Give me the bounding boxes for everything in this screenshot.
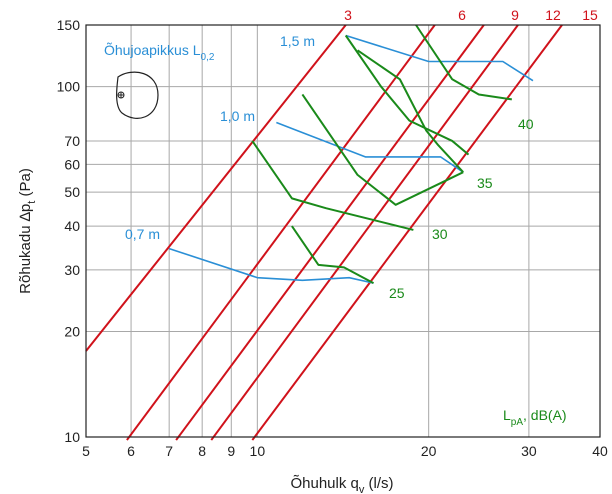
green-line-upper-1: [415, 24, 512, 101]
green-label-30: 30: [432, 226, 448, 242]
x-tick-label: 30: [521, 443, 537, 459]
green-line-25: [291, 225, 374, 284]
series-layer: [85, 24, 563, 441]
blue-label-0-7m: 0,7 m: [125, 226, 160, 242]
green-line-upper-0: [344, 34, 470, 156]
y-tick-label: 30: [64, 262, 80, 278]
red-line-15: [251, 24, 563, 441]
red-line-12: [210, 24, 519, 441]
y-tick-label: 10: [64, 429, 80, 445]
x-axis-title: Õhuhulk qv (l/s): [290, 475, 393, 494]
y-tick-label: 150: [57, 17, 81, 33]
legend-title: Õhujoapikkus L0,2: [104, 42, 215, 63]
blue-line-2: [345, 34, 534, 82]
y-tick-label: 50: [64, 184, 80, 200]
green-label-25: 25: [389, 285, 405, 301]
blue-line-0: [168, 247, 374, 284]
red-line-9: [175, 24, 485, 441]
y-tick-label: 60: [64, 156, 80, 172]
x-tick-label: 5: [82, 443, 90, 459]
grid: [85, 24, 601, 438]
x-tick-label: 10: [250, 443, 266, 459]
lpa-label: LpA, dB(A): [503, 407, 567, 428]
blue-label-1-5m: 1,5 m: [280, 33, 315, 49]
red-label-9: 9: [511, 7, 519, 23]
y-tick-label: 70: [64, 133, 80, 149]
green-line-40: [356, 49, 464, 173]
x-tick-label: 6: [127, 443, 135, 459]
red-label-12: 12: [545, 7, 561, 23]
red-label-3: 3: [344, 7, 352, 23]
green-labels: 25 30 35 40: [389, 116, 534, 301]
plot-frame: [85, 24, 601, 438]
red-label-6: 6: [458, 7, 466, 23]
green-label-35: 35: [477, 175, 493, 191]
x-tick-label: 20: [421, 443, 437, 459]
ticks-layer: 5 6 7 8 9 10 20 30 40 10 20 30 40 50 60 70 100 150: [57, 17, 608, 459]
red-line-3: [85, 24, 347, 352]
y-tick-label: 100: [57, 79, 81, 95]
y-axis-title: Rõhukadu ∆pt (Pa): [17, 168, 38, 294]
y-tick-label: 40: [64, 218, 80, 234]
green-line-35: [301, 93, 464, 206]
x-tick-label: 7: [165, 443, 173, 459]
x-tick-label: 9: [227, 443, 235, 459]
red-label-15: 15: [582, 7, 598, 23]
air-jet-icon: [116, 71, 159, 119]
blue-label-1-0m: 1,0 m: [220, 108, 255, 124]
y-tick-label: 20: [64, 324, 80, 340]
x-tick-label: 40: [592, 443, 608, 459]
blue-line-1: [276, 121, 464, 173]
green-label-40: 40: [518, 116, 534, 132]
red-line-6: [126, 24, 436, 441]
x-tick-label: 8: [198, 443, 206, 459]
red-labels: 3 6 9 12 15: [344, 7, 598, 23]
green-line-30: [251, 140, 414, 231]
blue-labels: 0,7 m 1,0 m 1,5 m: [125, 33, 315, 242]
